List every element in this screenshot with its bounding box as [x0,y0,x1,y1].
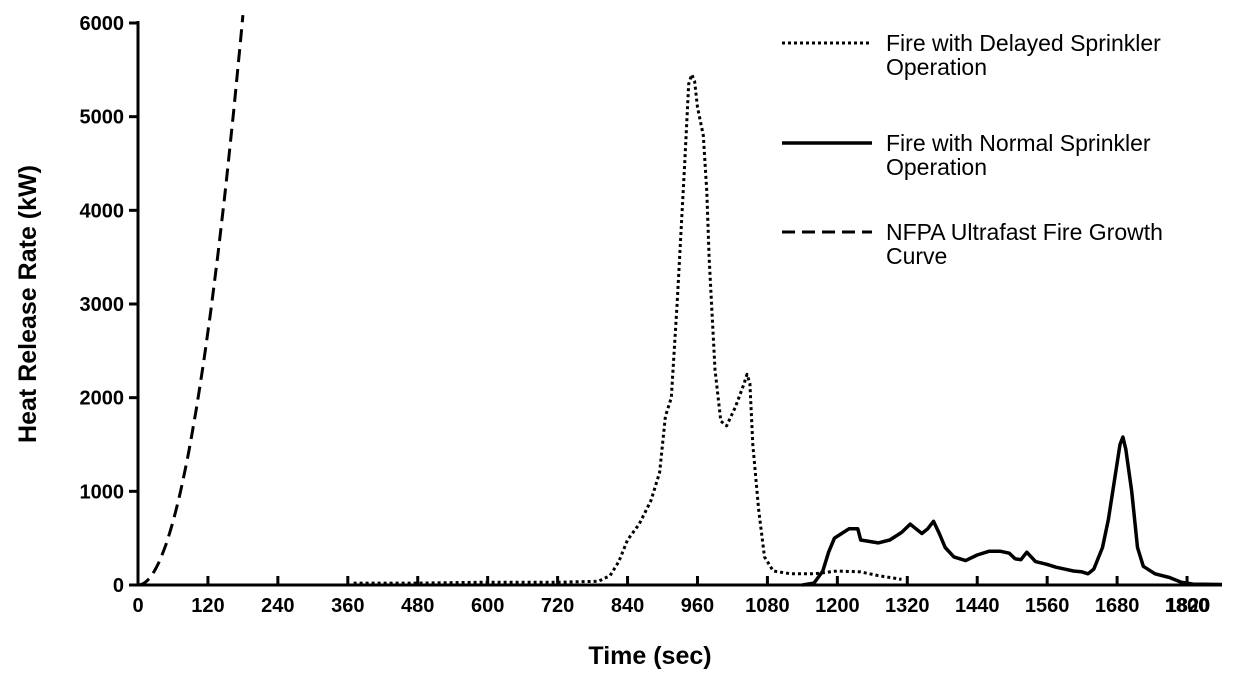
x-ticks: 0 120 240 360 480 600 720 840 960 1080 1200 1320 144… [132,576,1210,617]
plot-lines [137,14,1223,587]
y-tick-label: 3000 [80,294,125,316]
y-tick-label: 2000 [80,388,125,410]
series-line-solid [802,435,1223,587]
legend: Fire with Delayed Sprinkler Operation Fire… [782,30,1163,269]
x-tick-label: 1560 [1025,595,1070,617]
y-tick-label: 5000 [80,107,125,129]
legend-label: Fire with Normal Sprinkler Operation [886,130,1151,180]
x-tick-label: 120 [191,595,224,617]
x-tick-label: 720 [541,595,574,617]
axes: 0 120 240 360 480 600 720 840 960 1080 1200 1320 144… [80,13,1222,617]
y-tick-label: 1000 [80,481,125,503]
x-axis-title: Time (sec) [588,642,711,670]
x-tick-label: 1440 [955,595,1000,617]
x-tick-label: 1200 [815,595,860,617]
legend-label: NFPA Ultrafast Fire Growth Curve [886,219,1163,269]
x-tick-label: 1800 [1165,595,1210,617]
y-tick-label: 4000 [80,200,125,222]
y-axis-title: Heat Release Rate (kW) [14,165,42,443]
x-tick-label: 1820 [1166,595,1211,617]
legend-label: Fire with Delayed Sprinkler Operation [886,30,1161,80]
x-tick-label: 0 [132,595,143,617]
x-tick-label: 1680 [1095,595,1140,617]
x-tick-label: 1320 [885,595,930,617]
x-tick-label: 480 [401,595,434,617]
y-tick-label: 0 [113,575,124,597]
x-tick-label: 960 [681,595,714,617]
y-ticks: 0 1000 2000 3000 4000 5000 6000 [80,13,138,597]
x-tick-label: 600 [471,595,504,617]
x-tick-label: 840 [611,595,644,617]
series-line-dotted [353,73,902,585]
x-tick-label: 1080 [745,595,790,617]
x-tick-label: 360 [331,595,364,617]
y-tick-label: 6000 [80,13,125,35]
series-line-dashed [137,14,245,587]
x-tick-label: 240 [261,595,294,617]
